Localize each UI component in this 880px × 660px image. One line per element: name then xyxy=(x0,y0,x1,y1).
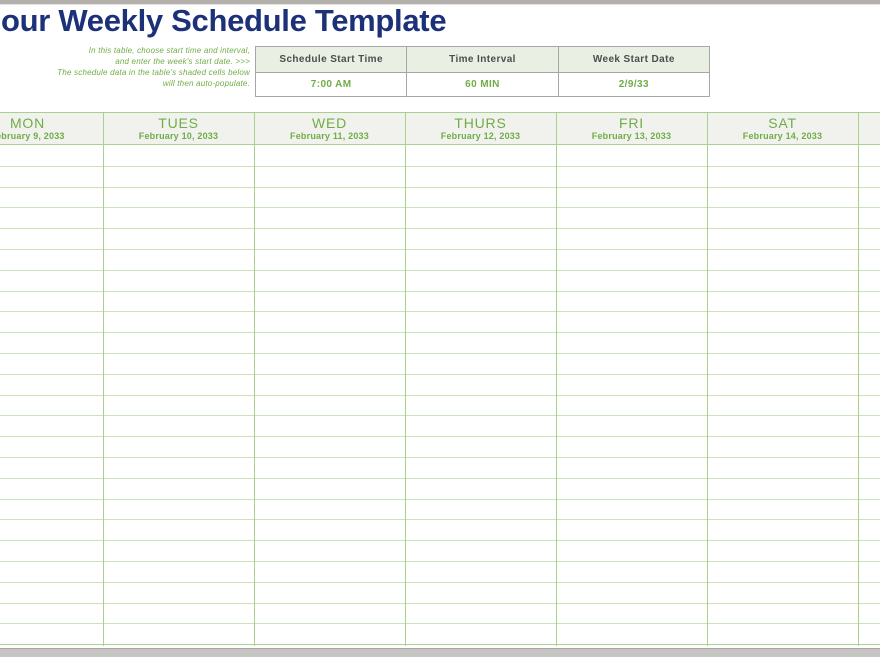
day-name: THURS xyxy=(454,115,507,131)
day-header-cell-mon[interactable]: MON February 9, 2033 xyxy=(0,113,103,144)
schedule-grid-row[interactable] xyxy=(0,500,880,521)
schedule-grid-row[interactable] xyxy=(0,354,880,375)
settings-col-time-interval: Time Interval 60 MIN xyxy=(406,47,558,96)
schedule-grid-row[interactable] xyxy=(0,479,880,500)
settings-table: Schedule Start Time 7:00 AM Time Interva… xyxy=(255,46,710,97)
day-date: February 11, 2033 xyxy=(290,131,369,141)
column-divider xyxy=(254,112,255,646)
schedule-grid-row[interactable] xyxy=(0,375,880,396)
column-divider xyxy=(858,112,859,646)
day-name: MON xyxy=(9,115,46,131)
column-divider xyxy=(707,112,708,646)
settings-col-week-start-date: Week Start Date 2/9/33 xyxy=(557,47,709,96)
settings-value-week-start-date[interactable]: 2/9/33 xyxy=(618,79,649,90)
day-header-row: MON February 9, 2033 TUES February 10, 2… xyxy=(0,112,880,145)
day-name: SAT xyxy=(768,115,797,131)
window-bottom-edge xyxy=(0,648,880,657)
schedule-grid-row[interactable] xyxy=(0,312,880,334)
schedule-grid-row[interactable] xyxy=(0,541,880,562)
schedule-grid-row[interactable] xyxy=(0,229,880,250)
schedule-grid-row[interactable] xyxy=(0,333,880,354)
column-divider xyxy=(103,112,104,646)
day-header-cell-sat[interactable]: SAT February 14, 2033 xyxy=(707,113,858,144)
window-top-edge xyxy=(0,0,880,5)
schedule-grid-row[interactable] xyxy=(0,167,880,188)
settings-header-week-start-date: Week Start Date xyxy=(558,47,709,73)
schedule-grid-row[interactable] xyxy=(0,208,880,230)
column-divider xyxy=(405,112,406,646)
settings-header-schedule-start-time: Schedule Start Time xyxy=(256,47,407,73)
day-header-cell-tues[interactable]: TUES February 10, 2033 xyxy=(103,113,254,144)
day-date: February 14, 2033 xyxy=(742,131,823,141)
schedule-grid-row[interactable] xyxy=(0,188,880,209)
day-header-cell-wed[interactable]: WED February 11, 2033 xyxy=(254,113,405,144)
settings-col-schedule-start-time: Schedule Start Time 7:00 AM xyxy=(256,47,407,96)
day-name: WED xyxy=(311,115,348,131)
day-header-cell-partial[interactable] xyxy=(858,113,880,144)
schedule-grid-row[interactable] xyxy=(0,146,880,167)
settings-header-time-interval: Time Interval xyxy=(407,47,558,73)
day-date: February 12, 2033 xyxy=(440,131,521,141)
day-name: TUES xyxy=(158,115,199,131)
schedule-grid-row[interactable] xyxy=(0,604,880,625)
schedule-grid-row[interactable] xyxy=(0,437,880,458)
schedule-grid-row[interactable] xyxy=(0,250,880,271)
schedule-grid-row[interactable] xyxy=(0,416,880,438)
day-header-cell-thurs[interactable]: THURS February 12, 2033 xyxy=(405,113,556,144)
column-divider xyxy=(556,112,557,646)
schedule-grid-row[interactable] xyxy=(0,292,880,313)
day-date: February 10, 2033 xyxy=(138,131,219,141)
schedule-grid-row[interactable] xyxy=(0,624,880,646)
schedule-grid-row[interactable] xyxy=(0,458,880,479)
settings-value-schedule-start-time[interactable]: 7:00 AM xyxy=(310,79,352,90)
day-name: FRI xyxy=(619,115,644,131)
day-date: February 9, 2033 xyxy=(0,131,65,141)
page-title: our Weekly Schedule Template xyxy=(1,3,447,38)
day-date: February 13, 2033 xyxy=(591,131,672,141)
instructions-note: In this table, choose start time and int… xyxy=(57,46,250,88)
settings-value-time-interval[interactable]: 60 MIN xyxy=(465,79,500,90)
schedule-grid-row[interactable] xyxy=(0,583,880,604)
day-header-cell-fri[interactable]: FRI February 13, 2033 xyxy=(556,113,707,144)
schedule-grid-row[interactable] xyxy=(0,396,880,417)
schedule-grid xyxy=(0,146,880,646)
schedule-grid-row[interactable] xyxy=(0,520,880,542)
schedule-grid-row[interactable] xyxy=(0,271,880,292)
schedule-grid-row[interactable] xyxy=(0,562,880,583)
